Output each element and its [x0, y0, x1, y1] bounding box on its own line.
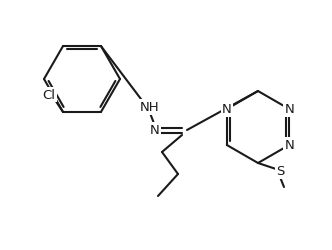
- Text: Cl: Cl: [42, 89, 55, 102]
- Text: S: S: [276, 165, 284, 178]
- Text: N: N: [284, 103, 294, 116]
- Text: NH: NH: [140, 101, 160, 114]
- Text: N: N: [284, 139, 294, 152]
- Text: N: N: [222, 103, 232, 116]
- Text: N: N: [150, 124, 160, 137]
